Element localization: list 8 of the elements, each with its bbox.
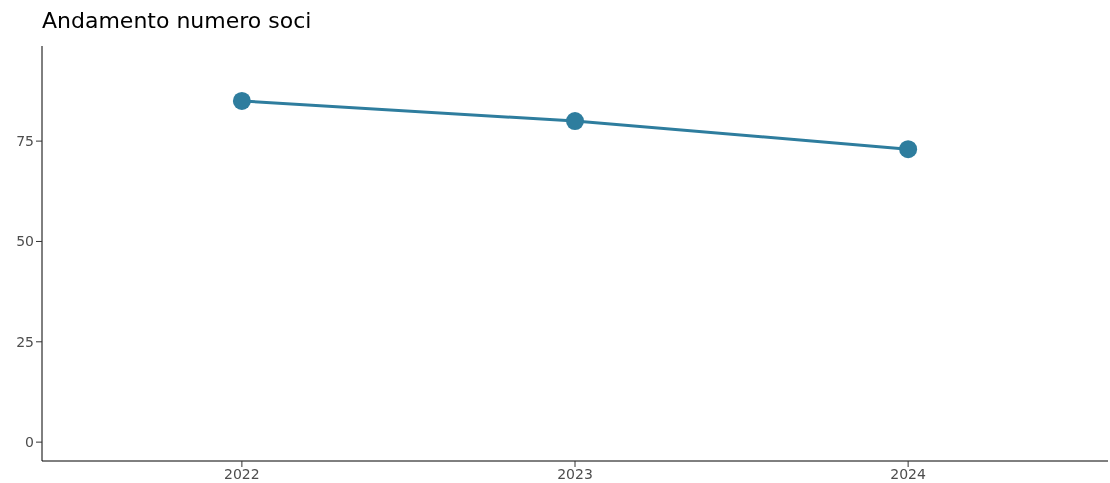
x-tick-label: 2022 (224, 465, 260, 482)
y-tick-label: 50 (16, 233, 34, 250)
x-tick-label: 2024 (890, 465, 927, 482)
y-tick-label: 25 (16, 333, 34, 350)
y-tick-label: 0 (25, 434, 34, 451)
y-tick-label: 75 (16, 133, 34, 150)
chart-title: Andamento numero soci (42, 8, 312, 33)
x-tick-label: 2023 (557, 465, 593, 482)
